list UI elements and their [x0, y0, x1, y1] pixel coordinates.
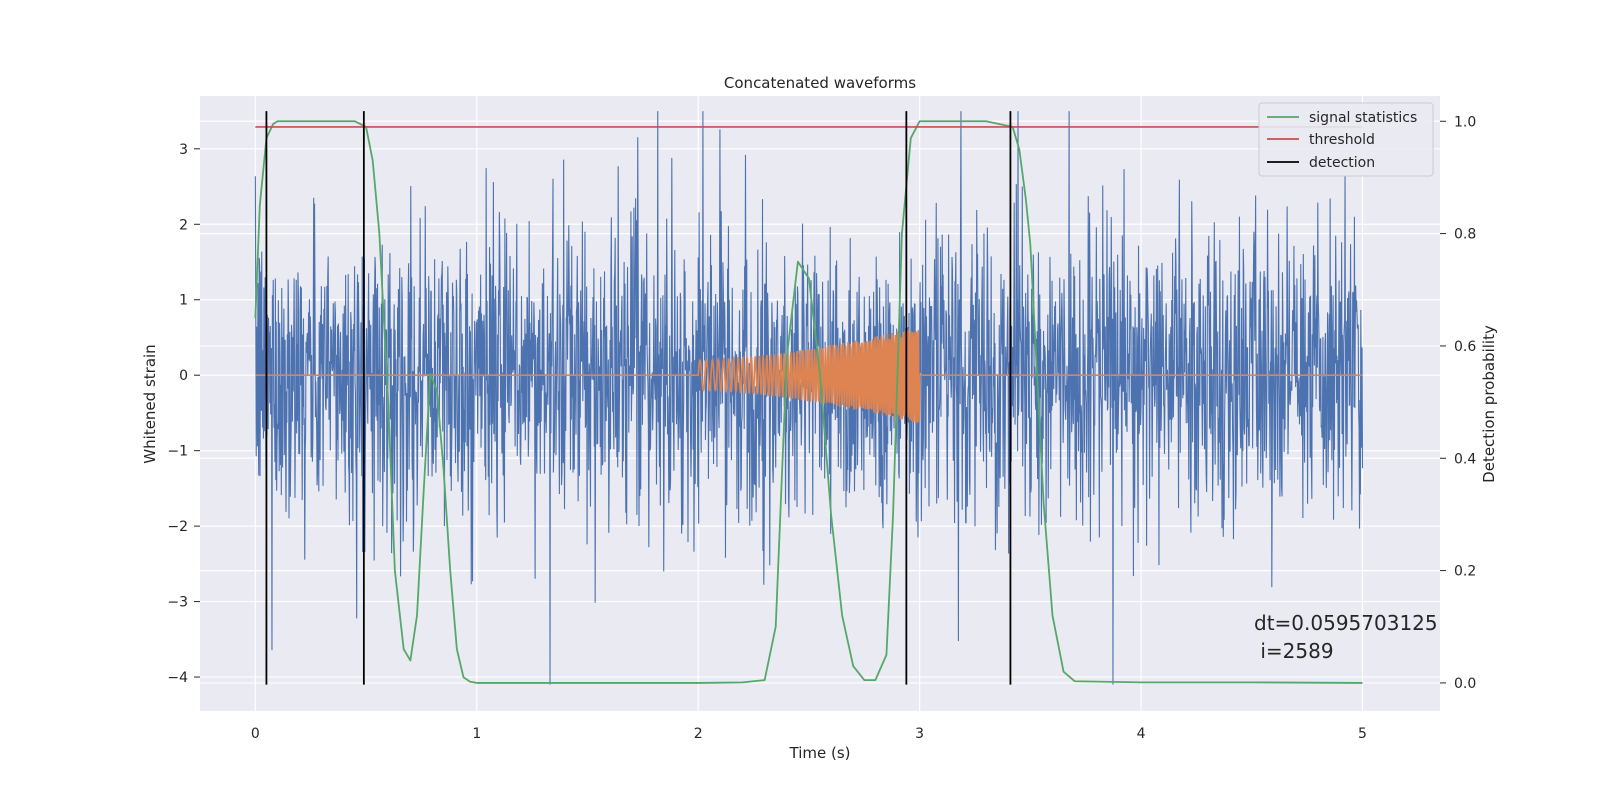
series-chirp [255, 329, 1363, 423]
noise-trace [254, 111, 1364, 685]
legend: signal statistics threshold detection [1258, 102, 1434, 177]
y-right-axis-label: Detection probability [1480, 325, 1498, 483]
legend-box [1258, 102, 1434, 177]
x-axis-label: Time (s) [789, 744, 851, 762]
legend-label-detection: detection [1309, 155, 1375, 171]
y-right-tick-label: 0.4 [1454, 451, 1476, 467]
annotation-dt: dt=0.0595703125 [1254, 611, 1438, 635]
chart-title: Concatenated waveforms [724, 74, 916, 92]
signal-statistics-line [254, 120, 1363, 684]
y-tick-label: −3 [167, 595, 188, 611]
x-tick-label: 1 [472, 726, 481, 742]
chirp-trace [255, 329, 1363, 423]
y-tick-label: 2 [179, 217, 188, 233]
x-tick-label: 0 [251, 726, 260, 742]
legend-label-threshold: threshold [1309, 132, 1375, 148]
axis-ticks: 0 1 2 3 4 5 −4 −3 −2 −1 0 1 2 3 0.0 0.2 0.4 0.6 0.8 1.0 [167, 114, 1476, 742]
y-tick-label: 0 [179, 368, 188, 384]
series-detection [265, 111, 1012, 685]
series-noise [254, 111, 1364, 685]
y-tick-label: 1 [179, 293, 188, 309]
y-axis-label: Whitened strain [141, 344, 159, 463]
x-tick-label: 5 [1358, 726, 1367, 742]
y-right-tick-label: 0.0 [1454, 676, 1476, 692]
y-right-tick-label: 0.8 [1454, 227, 1476, 243]
y-tick-label: 3 [179, 142, 188, 158]
y-right-tick-label: 0.2 [1454, 564, 1476, 580]
y-right-tick-label: 0.6 [1454, 339, 1476, 355]
annotation-index: i=2589 [1254, 639, 1334, 663]
x-tick-label: 2 [694, 726, 703, 742]
y-tick-label: −1 [167, 444, 188, 460]
y-tick-label: −2 [167, 519, 188, 535]
x-tick-label: 3 [915, 726, 924, 742]
series-signal-statistics [254, 120, 1363, 684]
x-tick-label: 4 [1137, 726, 1146, 742]
y-right-tick-label: 1.0 [1454, 114, 1476, 130]
y-tick-label: −4 [167, 670, 188, 686]
legend-label-signal-statistics: signal statistics [1309, 110, 1417, 126]
